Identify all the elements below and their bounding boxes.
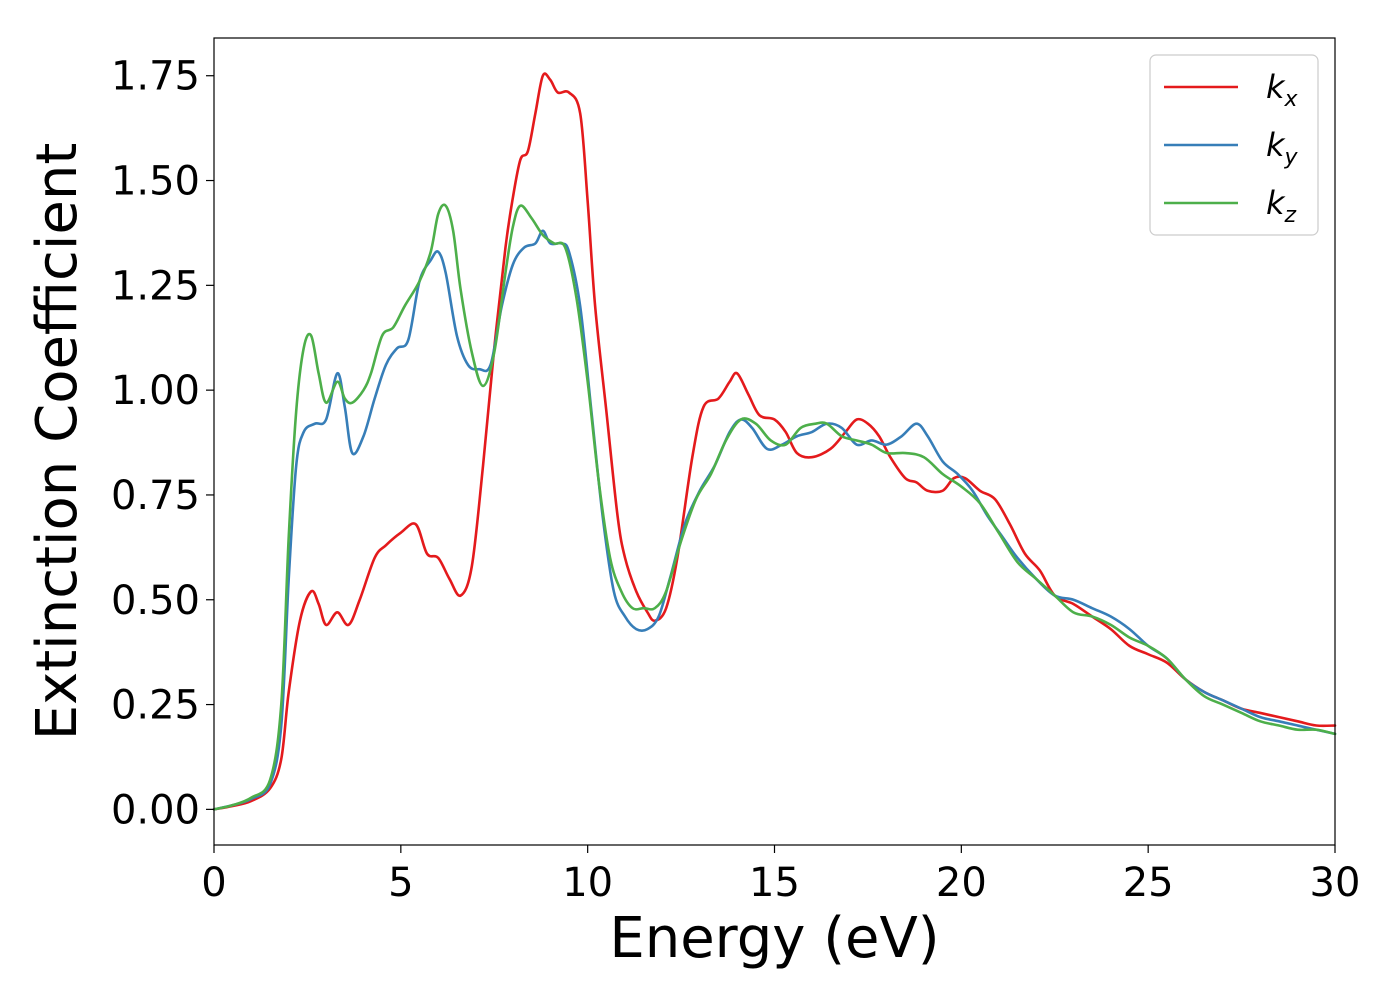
series-line-y <box>212 229 1337 811</box>
y-tick-label: 1.75 <box>111 54 200 100</box>
x-tick-label: 10 <box>562 860 613 906</box>
y-axis: 0.00 0.25 0.50 0.75 1.00 1.25 1.50 1.75 <box>111 54 214 833</box>
x-tick-label: 20 <box>936 860 987 906</box>
x-axis-title: Energy (eV) <box>609 906 939 971</box>
series-layer <box>212 72 1337 811</box>
y-tick-label: 1.00 <box>111 368 200 414</box>
legend-label-x: kx <box>1266 68 1299 112</box>
y-tick-label: 0.50 <box>111 578 200 624</box>
y-tick-label: 0.25 <box>111 683 200 729</box>
x-tick-label: 25 <box>1123 860 1174 906</box>
x-tick-label: 5 <box>388 860 413 906</box>
x-tick-label: 30 <box>1310 860 1361 906</box>
x-axis: 0 5 10 15 20 25 30 <box>201 845 1360 906</box>
y-axis-title: Extinction Coefficient <box>25 143 90 741</box>
x-tick-label: 15 <box>749 860 800 906</box>
x-tick-label: 0 <box>201 860 226 906</box>
legend-label-z: kz <box>1266 184 1297 228</box>
y-tick-label: 1.50 <box>111 159 200 205</box>
legend-label-y: ky <box>1266 126 1299 170</box>
y-tick-label: 0.75 <box>111 473 200 519</box>
y-tick-label: 0.00 <box>111 787 200 833</box>
legend: kx ky kz <box>1149 54 1319 236</box>
series-line-z <box>212 203 1337 811</box>
y-tick-label: 1.25 <box>111 263 200 309</box>
